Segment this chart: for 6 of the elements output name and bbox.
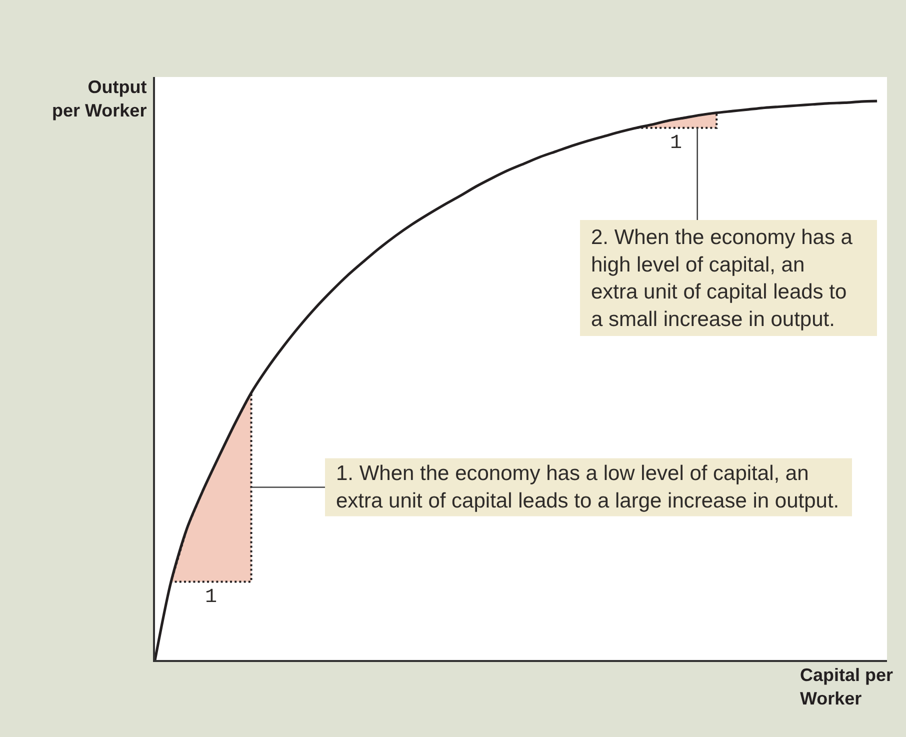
annotation: 1. When the economy has a low level of capital, an extra unit of capital leads to a large increase in output. [336,462,840,512]
x-axis-title: Capital per Worker [800,665,894,708]
annotation: 2. When the economy has a high level of capital, an extra unit of capital leads to a small increase in output. [591,226,853,331]
y-axis-title: Output per Worker [52,77,147,120]
annotation: 1 [205,586,218,609]
annotation: 1 [670,132,682,155]
